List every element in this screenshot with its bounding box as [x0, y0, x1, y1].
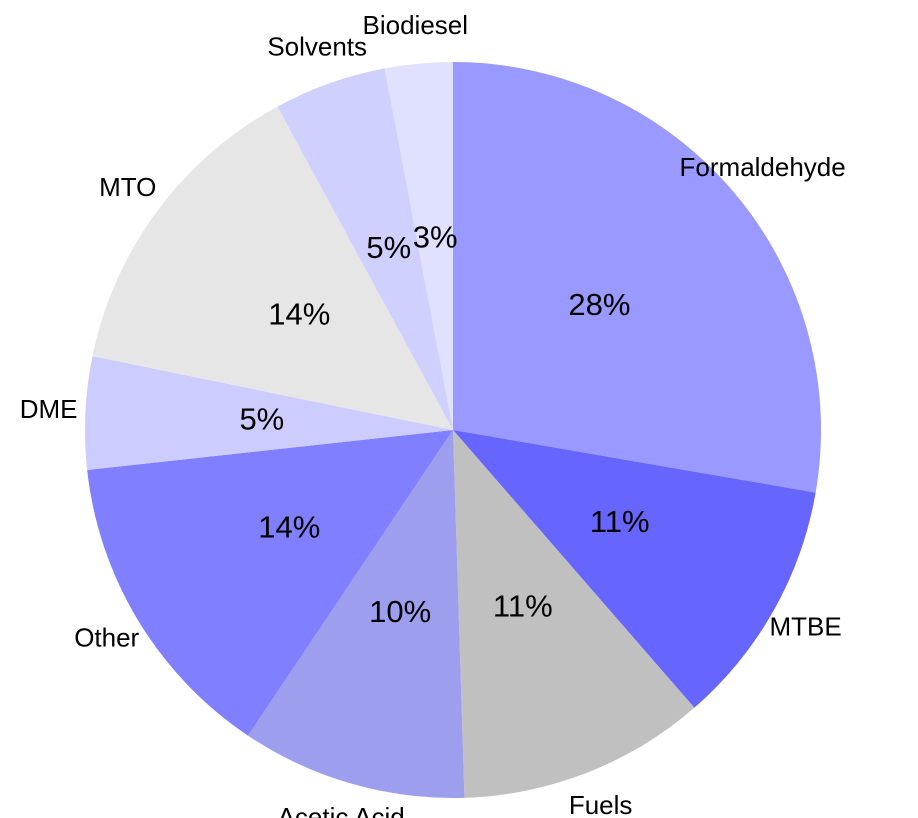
slice-percent-label: 3%	[413, 220, 458, 255]
pie-slice	[453, 62, 821, 493]
slice-name-label: Solvents	[267, 32, 367, 62]
slice-name-label: Biodiesel	[363, 10, 469, 40]
pie-slice	[277, 68, 453, 430]
pie-slice	[247, 430, 465, 798]
slice-name-label: Other	[74, 623, 139, 653]
pie-slice	[384, 62, 453, 430]
slice-percent-label: 10%	[369, 594, 431, 629]
slice-name-label: MTO	[99, 172, 156, 202]
slice-name-label: MTBE	[770, 612, 842, 642]
slice-name-label: DME	[20, 394, 78, 424]
pie-slice	[453, 430, 816, 708]
slice-percent-label: 5%	[239, 401, 284, 436]
slice-percent-label: 14%	[268, 296, 330, 331]
slice-percent-label: 14%	[258, 509, 320, 544]
slice-percent-label: 11%	[590, 504, 650, 539]
pie-slice	[453, 430, 695, 798]
slice-percent-label: 11%	[493, 588, 553, 623]
slice-percent-label: 5%	[366, 230, 411, 265]
pie-slice	[87, 430, 453, 736]
pie-slice	[92, 106, 454, 430]
pie-slice	[85, 356, 454, 470]
slice-name-label: Formaldehyde	[680, 152, 846, 182]
slice-name-label: Acetic Acid	[278, 802, 405, 818]
slice-name-label: Fuels	[569, 790, 633, 818]
slice-percent-label: 28%	[568, 287, 630, 322]
